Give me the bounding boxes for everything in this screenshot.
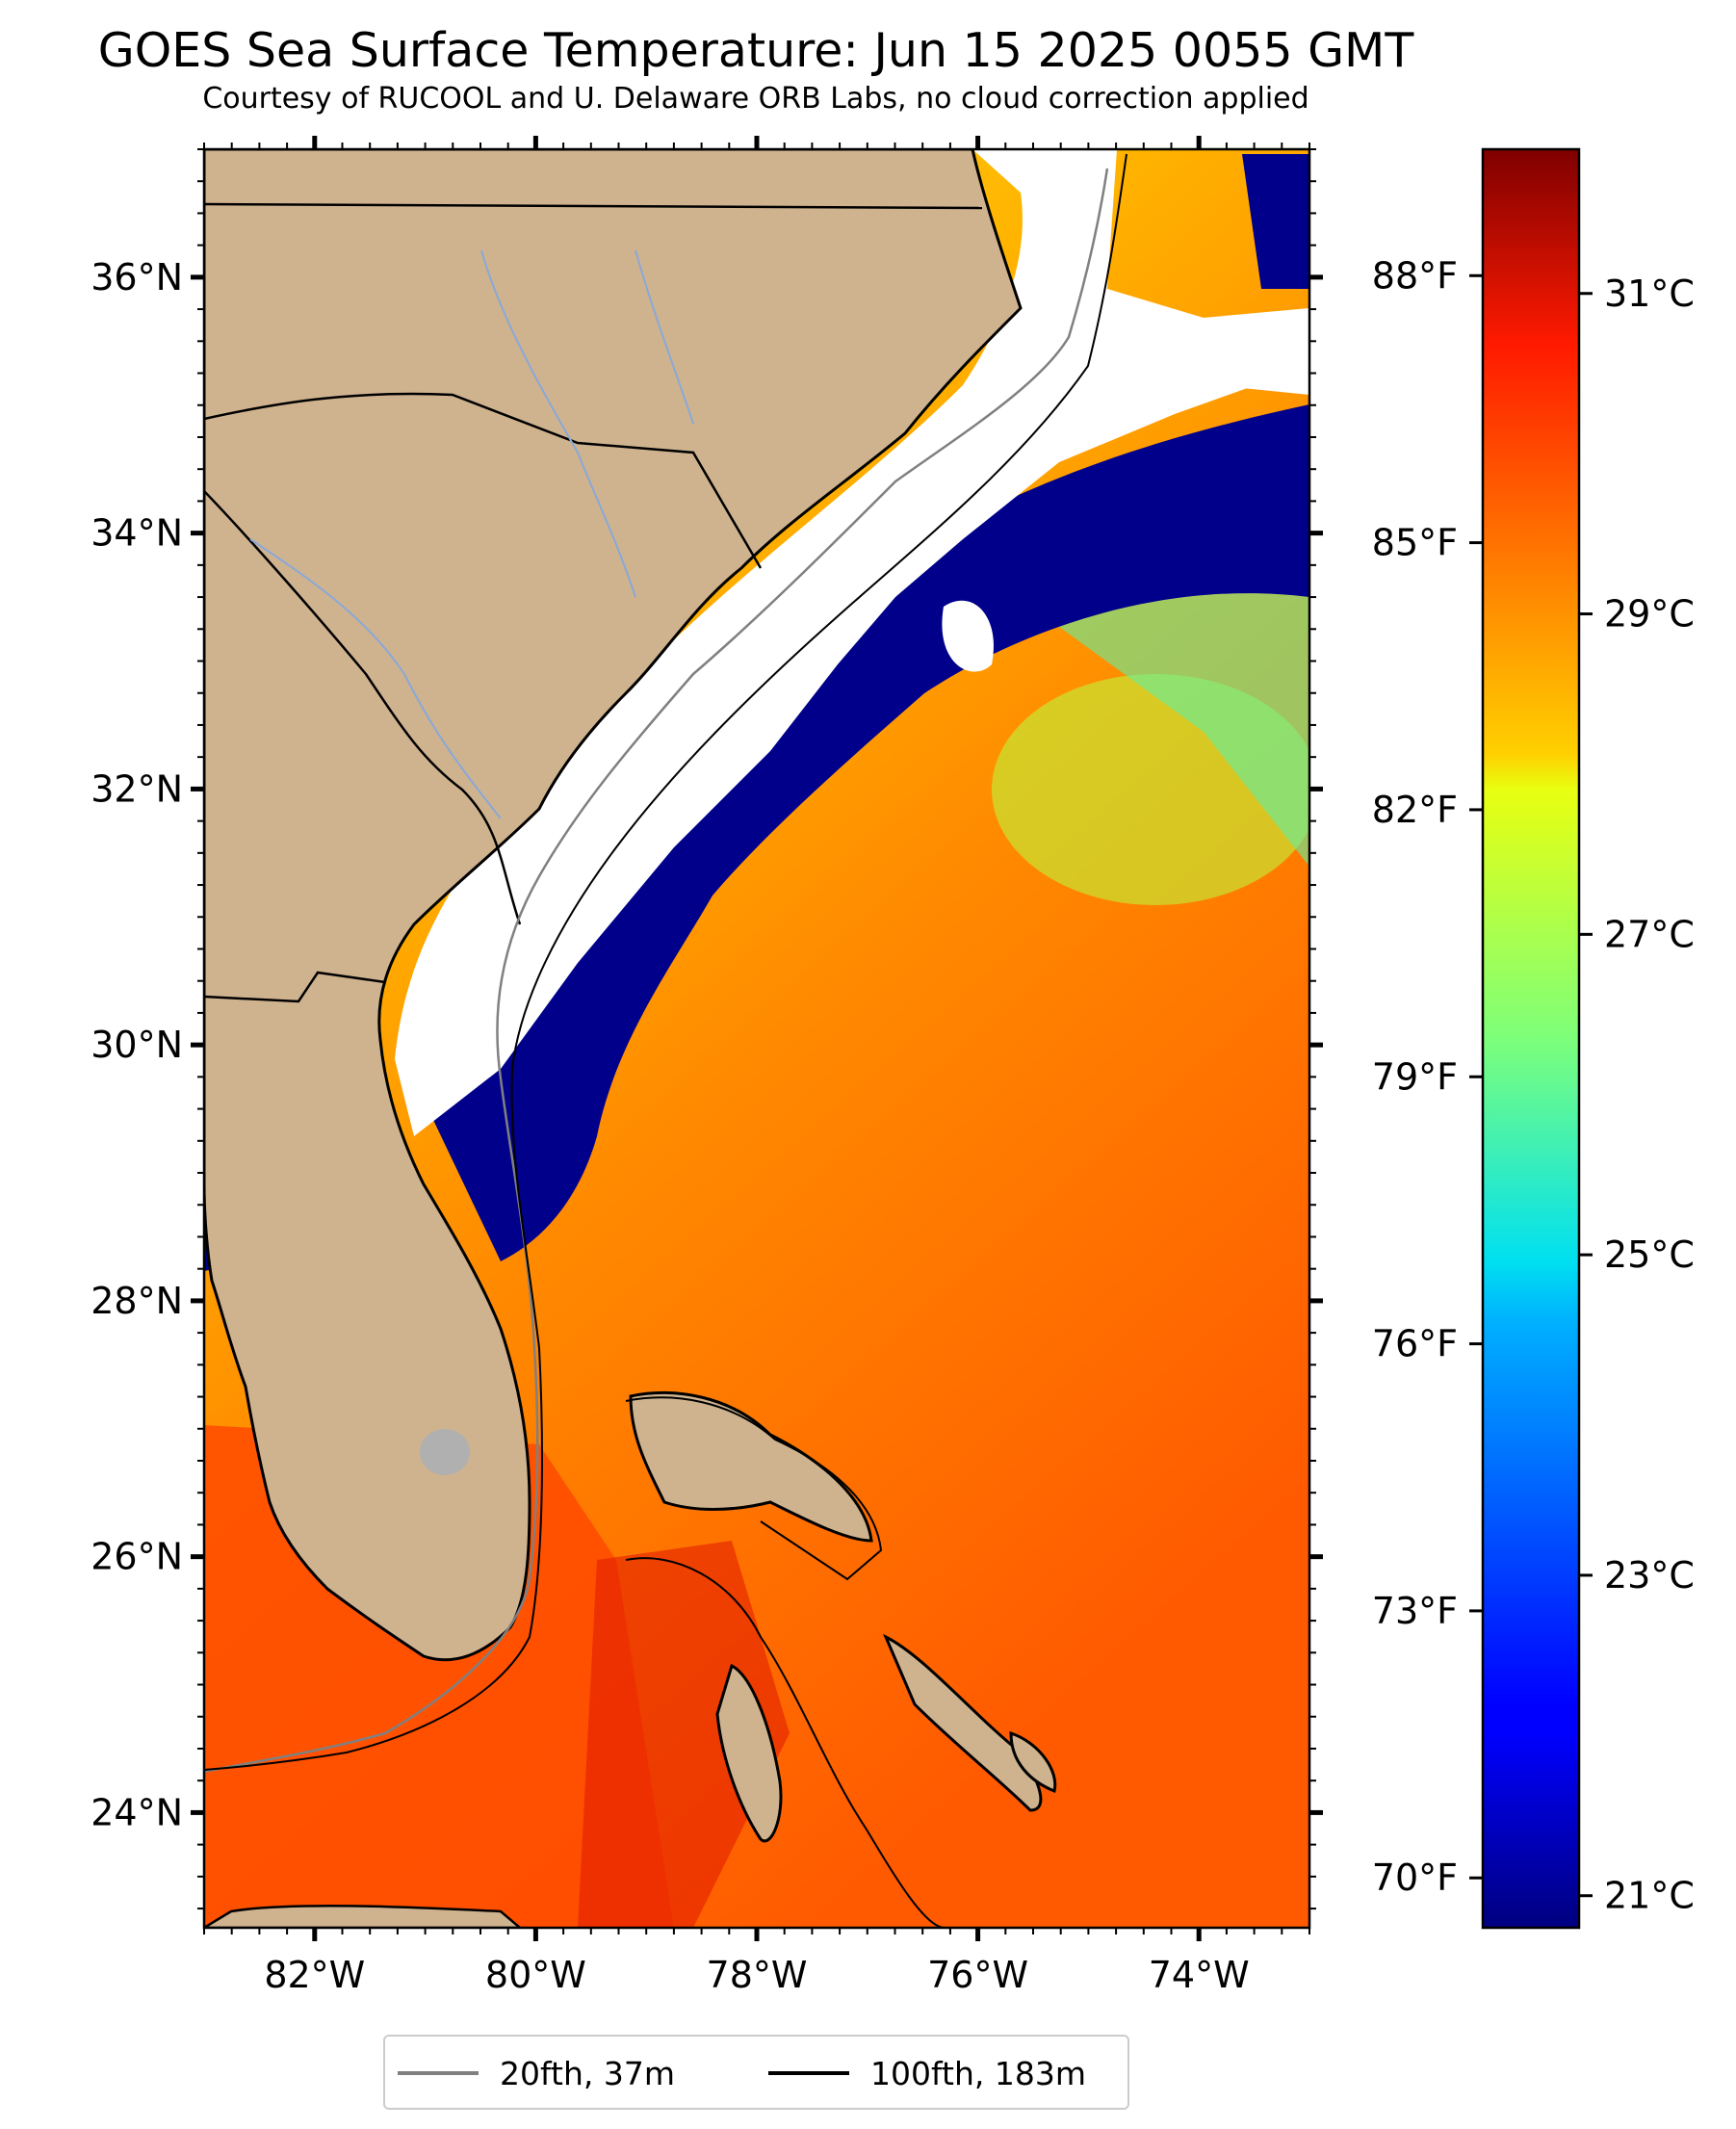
celsius-tick-label: 21°C (1604, 1875, 1695, 1917)
fahrenheit-tick-label: 70°F (1372, 1856, 1458, 1899)
land-long-island (1009, 1730, 1057, 1794)
cold-water-north (1242, 154, 1309, 289)
border-nc-sc (204, 392, 763, 569)
map-area (204, 149, 1309, 1928)
lat-tick-label: 32°N (91, 767, 183, 810)
land-andros (715, 1663, 783, 1843)
lat-tick-label: 34°N (91, 512, 183, 555)
fahrenheit-tick-label: 76°F (1372, 1323, 1458, 1365)
contour-100fth (204, 153, 1127, 1771)
fahrenheit-tick-label: 79°F (1372, 1055, 1458, 1098)
river-2 (249, 538, 502, 819)
celsius-tick-label: 31°C (1604, 273, 1695, 315)
border-sc-ga (204, 490, 522, 925)
legend-label-100fth: 100fth, 183m (870, 2054, 1086, 2092)
legend-swatch-20fth (398, 2071, 479, 2075)
cool-water-northeast (992, 578, 1309, 867)
no-data-cloud-nearshore (395, 149, 1309, 1136)
river-3 (635, 249, 694, 425)
river-1 (480, 249, 636, 598)
no-data-cloud-offshore (1136, 315, 1309, 395)
fahrenheit-tick-label: 85°F (1372, 522, 1458, 564)
colorbar-axes: 21°C 23°C 25°C 27°C 29°C 31°C 70°F 73°F 76°F 79°F… (1372, 254, 1695, 1916)
cold-shelf-water (404, 404, 1309, 1261)
map-axes: 82°W 80°W 78°W 76°W 74°W 24°N 26°N 28°N 30°N 32°N… (91, 136, 1323, 1996)
celsius-tick-label: 23°C (1604, 1554, 1695, 1597)
celsius-tick-label: 25°C (1604, 1233, 1695, 1276)
legend-swatch-100fth (768, 2071, 849, 2075)
no-data-cloud-patch (942, 600, 994, 672)
lon-tick-label: 82°W (264, 1954, 365, 1996)
celsius-tick-label: 27°C (1604, 913, 1695, 955)
contour-bahama-bank-great (625, 1557, 945, 1928)
legend-item-100fth: 100fth, 183m (768, 2054, 1086, 2092)
contour-bahama-bank-north (625, 1396, 883, 1581)
colorbar (1481, 147, 1581, 1930)
warm-water-bank (578, 1541, 790, 1928)
celsius-tick-label: 29°C (1604, 593, 1695, 636)
legend-label-20fth: 20fth, 37m (500, 2054, 675, 2092)
lat-tick-label: 36°N (91, 256, 183, 299)
legend-item-20fth: 20fth, 37m (398, 2054, 675, 2092)
border-ga-fl (204, 971, 386, 1003)
contour-20fth (204, 168, 1109, 1774)
land-grand-bahama-abaco (629, 1390, 873, 1543)
border-va-nc (204, 202, 983, 210)
lat-tick-label: 26°N (91, 1536, 183, 1578)
land-cuba (204, 1904, 522, 1928)
lon-tick-label: 80°W (485, 1954, 586, 1996)
contour-legend: 20fth, 37m 100fth, 183m (383, 2035, 1129, 2110)
lon-tick-label: 74°W (1149, 1954, 1250, 1996)
map-title: GOES Sea Surface Temperature: Jun 15 202… (97, 23, 1414, 78)
map-subtitle: Courtesy of RUCOOL and U. Delaware ORB L… (202, 82, 1309, 116)
land-exuma (883, 1633, 1043, 1812)
lat-tick-label: 28°N (91, 1280, 183, 1322)
lat-tick-label: 24°N (91, 1791, 183, 1833)
fahrenheit-tick-label: 88°F (1372, 254, 1458, 297)
lon-tick-label: 78°W (707, 1954, 808, 1996)
lon-tick-label: 76°W (927, 1954, 1028, 1996)
fahrenheit-tick-label: 73°F (1372, 1590, 1458, 1632)
lat-tick-label: 30°N (91, 1024, 183, 1066)
lake-okeechobee (420, 1429, 470, 1475)
fahrenheit-tick-label: 82°F (1372, 789, 1458, 831)
land-us-southeast (204, 149, 1023, 1662)
